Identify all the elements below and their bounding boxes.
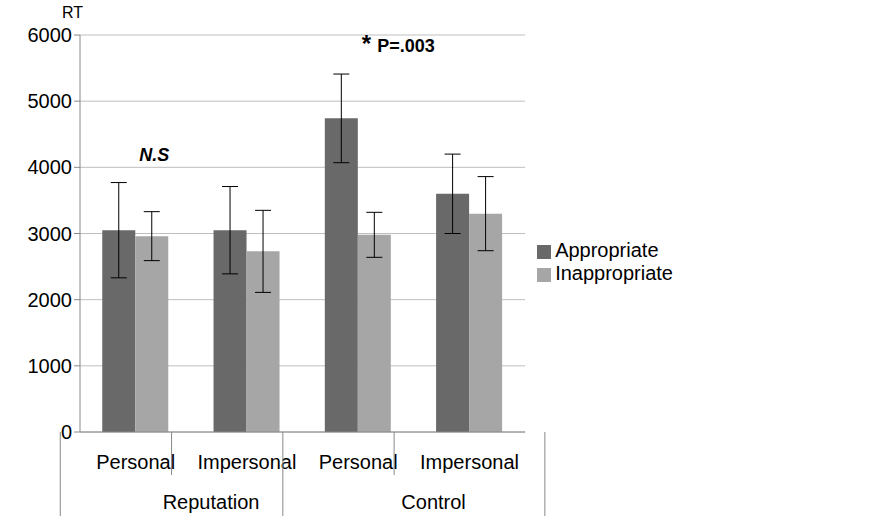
svg-text:Impersonal: Impersonal xyxy=(420,451,519,473)
svg-text:6000: 6000 xyxy=(28,24,73,46)
svg-text:3000: 3000 xyxy=(28,223,73,245)
svg-text:0: 0 xyxy=(61,421,72,443)
html-text:RT: RT xyxy=(62,4,83,21)
svg-text:Personal: Personal xyxy=(319,451,398,473)
svg-text:Impersonal: Impersonal xyxy=(197,451,296,473)
svg-text:4000: 4000 xyxy=(28,156,73,178)
svg-text:1000: 1000 xyxy=(28,355,73,377)
svg-text:Control: Control xyxy=(401,491,465,513)
svg-text:2000: 2000 xyxy=(28,289,73,311)
svg-text:Personal: Personal xyxy=(96,451,175,473)
html-text:Appropriate: Appropriate xyxy=(555,239,659,261)
svg-text:Reputation: Reputation xyxy=(163,491,260,513)
html-text:Inappropriate: Inappropriate xyxy=(555,262,673,284)
svg-text:N.S: N.S xyxy=(139,145,169,165)
svg-text:*P=.003: *P=.003 xyxy=(362,30,435,57)
svg-text:5000: 5000 xyxy=(28,90,73,112)
